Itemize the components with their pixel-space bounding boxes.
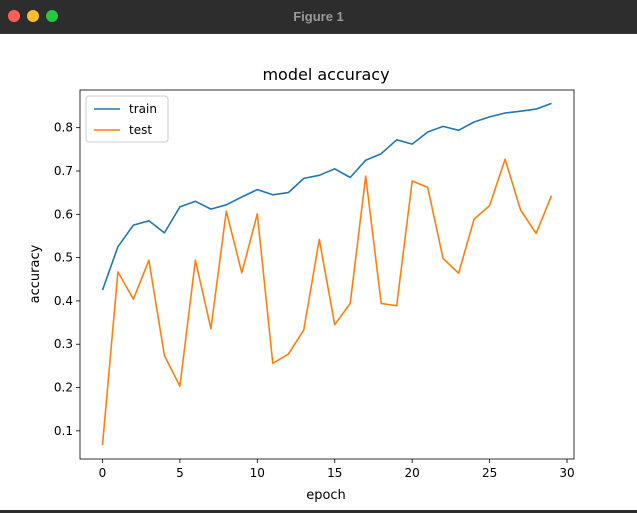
series-lines: [101, 102, 553, 446]
series-line-test: [101, 158, 553, 446]
x-tick-label: 15: [327, 466, 342, 480]
y-axis-label: accuracy: [28, 244, 43, 303]
x-tick-label: 10: [250, 466, 265, 480]
x-tick-label: 25: [482, 466, 497, 480]
y-tick-label: 0.2: [54, 381, 73, 395]
accuracy-chart: model accuracy 0 5 10 15 20 25 30 0.1 0.2 0.3 0.4…: [28, 65, 575, 503]
plot-area-border: [79, 89, 575, 460]
y-tick-label: 0.6: [54, 207, 73, 221]
window-title: Figure 1: [293, 9, 344, 24]
figure-canvas: model accuracy 0 5 10 15 20 25 30 0.1 0.2 0.3 0.4…: [0, 34, 637, 510]
y-tick-label: 0.8: [54, 121, 73, 135]
series-line-train: [101, 102, 552, 291]
y-tick-label: 0.5: [54, 251, 73, 265]
y-tick-label: 0.1: [54, 424, 73, 438]
title-bar[interactable]: Figure 1: [0, 0, 637, 34]
x-tick-label: 30: [559, 466, 574, 480]
chart-title: model accuracy: [262, 65, 389, 84]
y-tick-label: 0.3: [54, 337, 73, 351]
legend-label-test: test: [129, 123, 152, 137]
close-button[interactable]: [8, 10, 20, 22]
y-axis-ticks: 0.1 0.2 0.3 0.4 0.5 0.6 0.7 0.8: [54, 121, 80, 438]
y-tick-label: 0.7: [54, 164, 73, 178]
plot-frame: [79, 89, 575, 460]
maximize-button[interactable]: [46, 10, 58, 22]
x-tick-label: 20: [405, 466, 420, 480]
x-tick-label: 0: [99, 466, 107, 480]
x-axis-label: epoch: [306, 488, 346, 503]
x-axis-ticks: 0 5 10 15 20 25 30: [99, 459, 575, 480]
x-tick-label: 5: [176, 466, 184, 480]
window-bottom-edge: [0, 510, 637, 513]
legend: train test: [85, 95, 169, 143]
legend-label-train: train: [129, 102, 157, 116]
y-tick-label: 0.4: [54, 294, 73, 308]
minimize-button[interactable]: [27, 10, 39, 22]
